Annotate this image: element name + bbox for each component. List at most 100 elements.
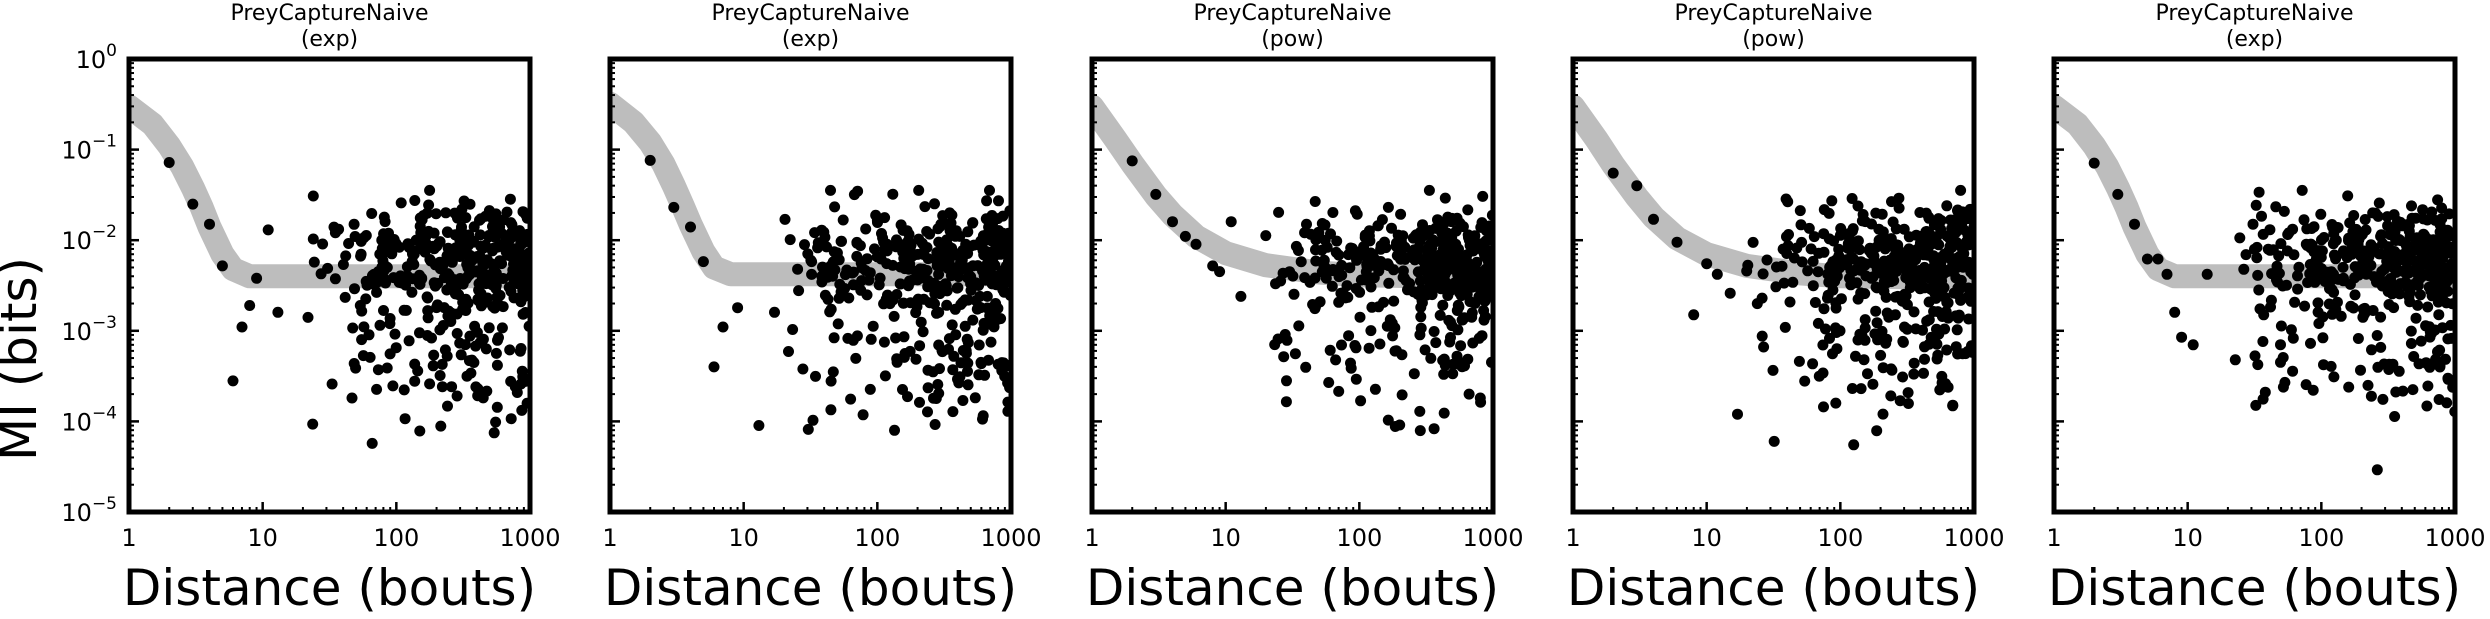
data-point [685,221,696,233]
data-point [1448,263,1459,275]
data-point [1870,207,1882,219]
data-point [1407,232,1419,244]
data-point [2327,238,2339,250]
data-point [442,400,453,412]
data-point [1455,340,1467,352]
data-point [984,318,996,330]
data-point [2281,279,2292,291]
data-point [2397,265,2408,277]
data-point [2253,284,2265,296]
data-point [1941,200,1953,212]
data-point [2422,301,2434,313]
data-point [1869,328,1881,340]
data-point [1463,388,1475,400]
data-point [2328,249,2340,261]
data-point [1355,395,1367,407]
data-point [2375,311,2387,323]
x-tick-label: 1000 [2424,524,2485,552]
data-point [2315,251,2327,263]
data-point [842,332,854,344]
data-point [943,333,955,345]
data-point [2394,251,2406,263]
data-point [471,266,483,278]
data-point [1438,368,1450,380]
data-point [924,228,936,240]
data-point [850,352,862,364]
data-point [1724,287,1736,299]
x-tick-label: 1000 [1462,524,1523,552]
data-point [981,195,993,207]
data-point [1779,321,1791,333]
x-axis-label: Distance (bouts) [123,559,536,617]
data-point [962,379,974,391]
data-point [1473,332,1485,344]
panel-title: PreyCaptureNaive [230,1,428,26]
data-point [1190,238,1202,250]
data-point [891,234,902,246]
data-point [1408,286,1420,298]
data-point [1439,237,1451,249]
data-point [879,212,891,224]
data-point [732,302,744,314]
data-point [829,201,841,213]
data-point [799,239,810,251]
data-point [2422,380,2434,392]
data-point [1897,335,1909,347]
data-point [516,404,528,416]
data-point [423,199,435,211]
data-point [2406,200,2417,212]
data-point [783,346,794,357]
data-point [1910,323,1922,335]
data-point [987,259,999,271]
x-axis-label: Distance (bouts) [604,559,1017,617]
data-point [1273,206,1285,218]
data-point [1901,323,1913,335]
data-point [2253,186,2265,198]
data-point [946,319,958,331]
panel-subtitle: (exp) [301,27,358,52]
data-point [2161,268,2173,280]
data-point [516,365,528,377]
data-point [1903,243,1915,255]
data-point [1878,275,1890,287]
data-point [865,333,877,345]
data-point [1469,241,1481,252]
data-point [1903,231,1915,243]
data-point [2371,330,2383,341]
data-point [474,214,485,226]
data-point [2373,197,2385,209]
data-point [376,272,388,284]
panel-5: PreyCaptureNaive(exp) 1 10 100 1000 Distance … [2046,1,2485,617]
data-point [861,289,873,301]
data-point [1439,192,1451,204]
data-point [348,218,360,230]
data-point [366,437,378,449]
data-point [337,259,349,270]
data-point [449,207,461,219]
data-point [2296,184,2308,196]
data-point [494,255,506,267]
data-point [889,424,900,436]
data-point [355,250,367,262]
data-point [1818,401,1829,413]
data-point [2397,385,2409,397]
data-point [355,235,367,247]
data-point [1459,360,1470,372]
data-point [1931,323,1942,335]
data-point [2372,361,2384,373]
data-point [924,297,936,309]
data-point [497,301,509,313]
data-point [1818,204,1830,216]
data-point [460,305,472,316]
data-point [1955,274,1967,286]
x-tick-label: 1 [1084,524,1099,552]
x-tick-label: 1 [1565,524,1580,552]
data-point [1382,414,1394,426]
data-point [1886,364,1898,376]
data-point [1319,219,1331,231]
data-point [827,366,839,378]
data-point [1607,167,1619,179]
data-point [1843,228,1855,240]
data-point [1793,355,1805,367]
data-point [1415,275,1427,287]
